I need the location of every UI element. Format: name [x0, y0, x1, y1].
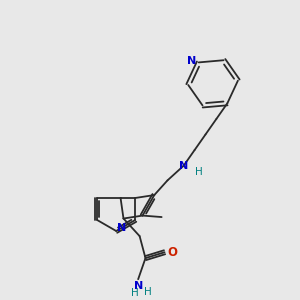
Text: N: N [134, 281, 143, 291]
Text: H: H [195, 167, 203, 177]
Text: N: N [117, 223, 127, 233]
Text: H: H [131, 288, 139, 298]
Text: N: N [179, 161, 188, 171]
Text: H: H [144, 287, 152, 297]
Text: O: O [167, 246, 178, 259]
Text: N: N [187, 56, 196, 66]
